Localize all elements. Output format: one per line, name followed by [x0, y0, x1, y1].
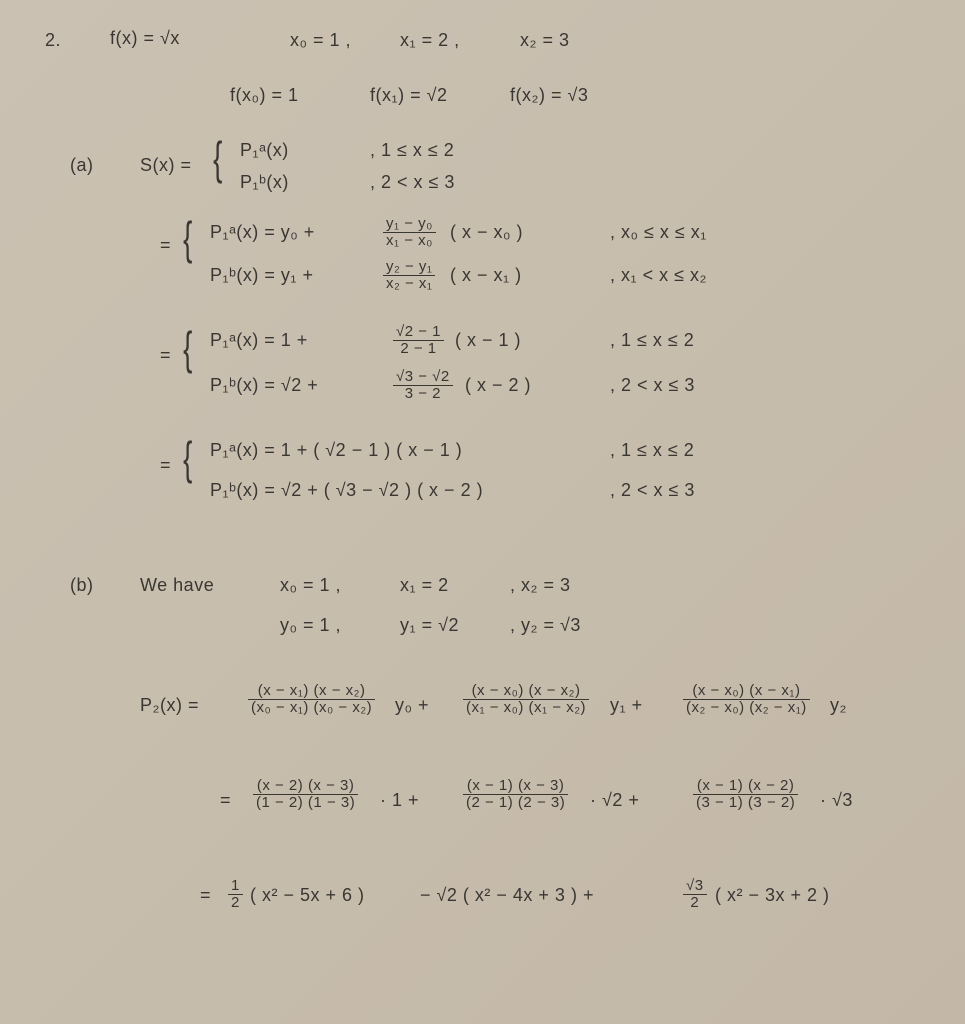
- gen-a-cond: , x₀ ≤ x ≤ x₁: [610, 222, 707, 243]
- sx-lhs: S(x) =: [140, 155, 192, 176]
- final-t2-frac: √32: [680, 878, 710, 911]
- gen-a-den: x₁ − x₀: [383, 233, 436, 249]
- s2-y: · √3: [820, 790, 853, 811]
- gen-a-tail: ( x − x₀ ): [450, 222, 523, 243]
- num-a-cond: , 1 ≤ x ≤ 2: [610, 330, 694, 351]
- eq-1: =: [160, 235, 171, 256]
- p2-lhs: P₂(x) =: [140, 695, 199, 716]
- part-b-label: (b): [70, 575, 94, 596]
- simp-a-cond: , 1 ≤ x ≤ 2: [610, 440, 694, 461]
- gen-a-lhs: P₁ᵃ(x) = y₀ +: [210, 222, 315, 243]
- t0-frac: (x − x₁) (x − x₂)(x₀ − x₁) (x₀ − x₂): [245, 683, 378, 716]
- gen-b-tail: ( x − x₁ ): [450, 265, 522, 286]
- b-x2: , x₂ = 3: [510, 575, 571, 596]
- eq-b2: =: [220, 790, 231, 811]
- t0-den: (x₀ − x₁) (x₀ − x₂): [248, 700, 375, 716]
- num-a-lhs: P₁ᵃ(x) = 1 +: [210, 330, 308, 351]
- t1-y: y₁ +: [610, 695, 643, 716]
- gen-a-num: y₁ − y₀: [383, 216, 436, 233]
- s0-num: (x − 2) (x − 3): [253, 778, 358, 795]
- x0-label: x₀ = 1 ,: [290, 30, 351, 51]
- brace-3: {: [180, 330, 192, 367]
- num-b-lhs: P₁ᵇ(x) = √2 +: [210, 375, 318, 396]
- gen-a-frac: y₁ − y₀x₁ − x₀: [380, 216, 439, 249]
- num-b-cond: , 2 < x ≤ 3: [610, 375, 695, 396]
- t0-y: y₀ +: [395, 695, 429, 716]
- eq-2: =: [160, 345, 171, 366]
- s1-den: (2 − 1) (2 − 3): [463, 795, 568, 811]
- b-x1: x₁ = 2: [400, 575, 449, 596]
- s1-num: (x − 1) (x − 3): [463, 778, 568, 795]
- b-x0: x₀ = 1 ,: [280, 575, 341, 596]
- b-intro: We have: [140, 575, 214, 596]
- final-t2: ( x² − 3x + 2 ): [715, 885, 830, 906]
- t1-num: (x − x₀) (x − x₂): [463, 683, 589, 700]
- s0-frac: (x − 2) (x − 3)(1 − 2) (1 − 3): [250, 778, 361, 811]
- gen-b-cond: , x₁ < x ≤ x₂: [610, 265, 707, 286]
- s2-num: (x − 1) (x − 2): [693, 778, 798, 795]
- t2-frac: (x − x₀) (x − x₁)(x₂ − x₀) (x₂ − x₁): [680, 683, 813, 716]
- func-def: f(x) = √x: [110, 28, 180, 49]
- eq-3: =: [160, 455, 171, 476]
- final-t1: − √2 ( x² − 4x + 3 ) +: [420, 885, 594, 906]
- t1-frac: (x − x₀) (x − x₂)(x₁ − x₀) (x₁ − x₂): [460, 683, 592, 716]
- brace-4: {: [180, 440, 192, 477]
- t0-num: (x − x₁) (x − x₂): [248, 683, 375, 700]
- num-b-frac: √3 − √23 − 2: [390, 369, 456, 402]
- gen-b-num: y₂ − y₁: [383, 259, 435, 276]
- num-a-frac: √2 − 12 − 1: [390, 324, 447, 357]
- final-eq: =: [200, 885, 211, 906]
- piece-b: P₁ᵇ(x): [240, 172, 289, 193]
- piece-b-cond: , 2 < x ≤ 3: [370, 172, 455, 193]
- f2n: √3: [683, 878, 707, 895]
- b-y0: y₀ = 1 ,: [280, 615, 341, 636]
- b-y2: , y₂ = √3: [510, 615, 581, 636]
- fx0: f(x₀) = 1: [230, 85, 298, 106]
- brace-2: {: [180, 220, 192, 257]
- s1-y: · √2 +: [590, 790, 639, 811]
- num-b-den: 3 − 2: [393, 386, 453, 402]
- fx1: f(x₁) = √2: [370, 85, 447, 106]
- s1-frac: (x − 1) (x − 3)(2 − 1) (2 − 3): [460, 778, 571, 811]
- t1-den: (x₁ − x₀) (x₁ − x₂): [463, 700, 589, 716]
- x1-label: x₁ = 2 ,: [400, 30, 460, 51]
- simp-b: P₁ᵇ(x) = √2 + ( √3 − √2 ) ( x − 2 ): [210, 480, 483, 501]
- final-t0: ( x² − 5x + 6 ): [250, 885, 365, 906]
- f2d: 2: [683, 895, 707, 911]
- gen-b-lhs: P₁ᵇ(x) = y₁ +: [210, 265, 313, 286]
- s0-y: · 1 +: [380, 790, 419, 811]
- num-b-num: √3 − √2: [393, 369, 453, 386]
- num-a-num: √2 − 1: [393, 324, 444, 341]
- t2-num: (x − x₀) (x − x₁): [683, 683, 810, 700]
- s0-den: (1 − 2) (1 − 3): [253, 795, 358, 811]
- brace-1: {: [210, 140, 222, 177]
- page: 2. f(x) = √x x₀ = 1 , x₁ = 2 , x₂ = 3 f(…: [0, 0, 965, 1024]
- f0d: 2: [228, 895, 243, 911]
- s2-den: (3 − 1) (3 − 2): [693, 795, 798, 811]
- simp-b-cond: , 2 < x ≤ 3: [610, 480, 695, 501]
- num-a-tail: ( x − 1 ): [455, 330, 521, 351]
- piece-a: P₁ᵃ(x): [240, 140, 289, 161]
- num-b-tail: ( x − 2 ): [465, 375, 531, 396]
- problem-number: 2.: [45, 30, 61, 51]
- part-a-label: (a): [70, 155, 94, 176]
- gen-b-frac: y₂ − y₁x₂ − x₁: [380, 259, 438, 292]
- num-a-den: 2 − 1: [393, 341, 444, 357]
- gen-b-den: x₂ − x₁: [383, 276, 435, 292]
- simp-a: P₁ᵃ(x) = 1 + ( √2 − 1 ) ( x − 1 ): [210, 440, 462, 461]
- t2-y: y₂: [830, 695, 847, 716]
- t2-den: (x₂ − x₀) (x₂ − x₁): [683, 700, 810, 716]
- x2-label: x₂ = 3: [520, 30, 570, 51]
- fx2: f(x₂) = √3: [510, 85, 588, 106]
- final-t0-frac: 12: [225, 878, 246, 911]
- f0n: 1: [228, 878, 243, 895]
- piece-a-cond: , 1 ≤ x ≤ 2: [370, 140, 454, 161]
- b-y1: y₁ = √2: [400, 615, 459, 636]
- s2-frac: (x − 1) (x − 2)(3 − 1) (3 − 2): [690, 778, 801, 811]
